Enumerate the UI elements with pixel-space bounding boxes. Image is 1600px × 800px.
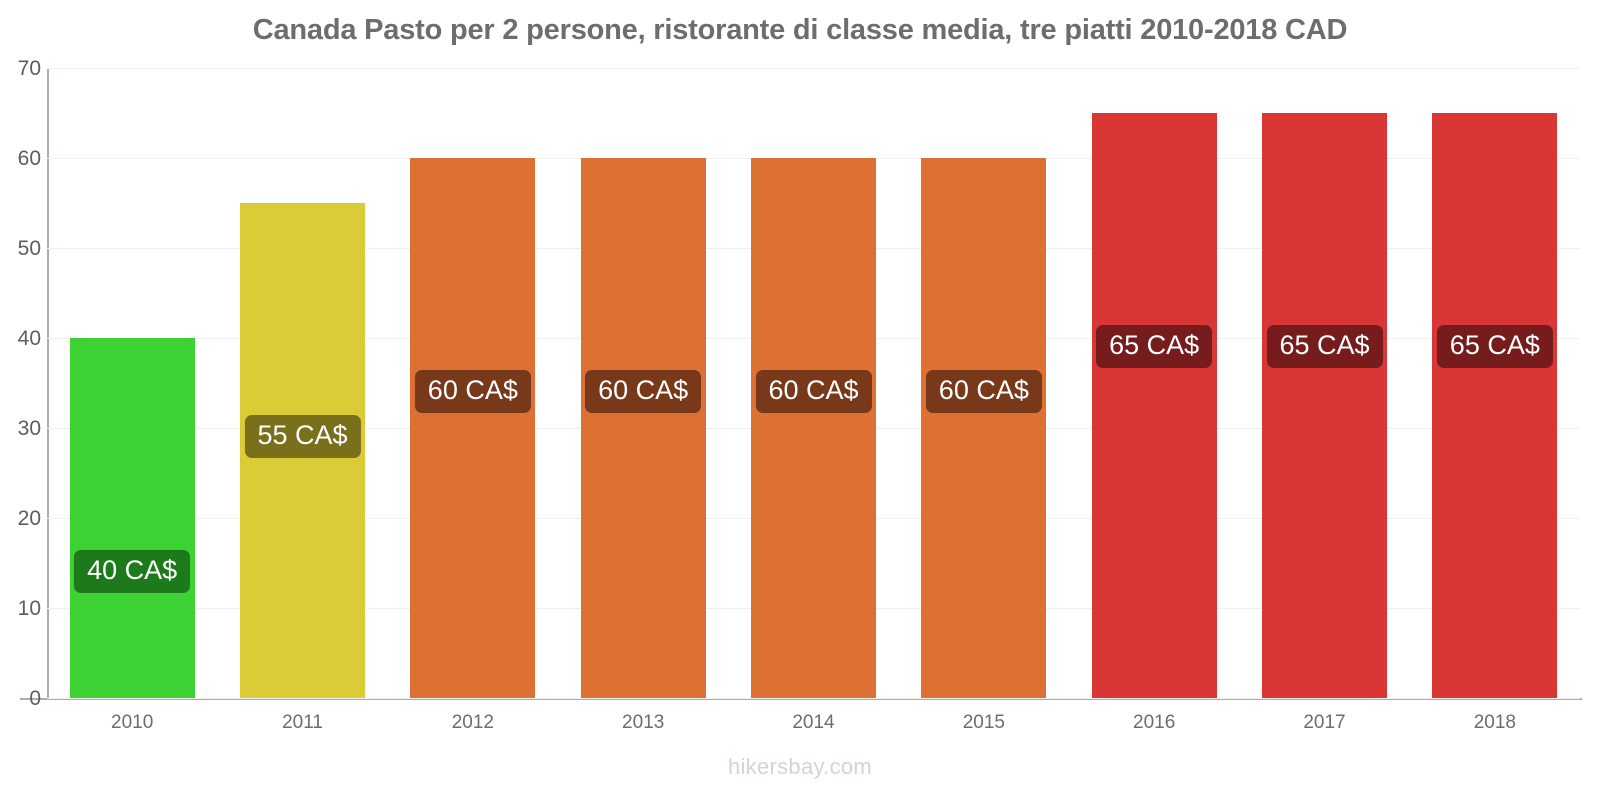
bar-2016[interactable]: 65 CA$	[1091, 113, 1217, 698]
x-tick-label-2013: 2013	[622, 712, 665, 733]
y-tick-label: 70	[17, 57, 41, 80]
y-tick-label: 10	[17, 597, 41, 620]
y-axis-ticks: 0 10 20 30 40 50 60 70	[0, 0, 41, 800]
y-axis-line	[47, 68, 49, 700]
bar-value-label: 60 CA$	[925, 370, 1042, 413]
bar-value-label: 65 CA$	[1436, 325, 1553, 368]
x-tick-label-2018: 2018	[1473, 712, 1516, 733]
x-tick-label-2017: 2017	[1303, 712, 1346, 733]
bar-value-label: 40 CA$	[74, 550, 191, 593]
bar-value-label: 60 CA$	[585, 370, 702, 413]
x-tick-label-2012: 2012	[451, 712, 494, 733]
chart-title: Canada Pasto per 2 persone, ristorante d…	[252, 14, 1348, 46]
bar-2013[interactable]: 60 CA$	[580, 158, 706, 698]
bar-value-label: 65 CA$	[1266, 325, 1383, 368]
bar-2014[interactable]: 60 CA$	[751, 158, 876, 698]
x-tick-label-2016: 2016	[1133, 712, 1176, 733]
y-tick-label: 50	[17, 237, 41, 260]
bar-2010[interactable]: 40 CA$	[69, 338, 195, 698]
bar-value-label: 65 CA$	[1096, 325, 1213, 368]
bar-value-label: 60 CA$	[755, 370, 872, 413]
bar-2017[interactable]: 65 CA$	[1262, 113, 1387, 698]
y-tick-label: 30	[17, 417, 41, 440]
grid-line	[47, 698, 1580, 699]
bar-2018[interactable]: 65 CA$	[1432, 113, 1558, 698]
y-tick-label: 0	[29, 687, 41, 710]
x-tick-label-2014: 2014	[792, 712, 835, 733]
bar-2012[interactable]: 60 CA$	[410, 158, 536, 698]
bar-value-label: 60 CA$	[414, 370, 531, 413]
bar-value-label: 55 CA$	[244, 415, 361, 458]
x-tick-label-2011: 2011	[282, 712, 323, 733]
bar-2015[interactable]: 60 CA$	[921, 158, 1047, 698]
grid-line	[47, 68, 1580, 69]
x-axis-line	[20, 698, 1582, 700]
bar-2011[interactable]: 55 CA$	[240, 203, 365, 698]
watermark-label: hikersbay.com	[727, 754, 873, 779]
y-tick-label: 20	[17, 507, 41, 530]
y-tick-label: 60	[17, 147, 41, 170]
x-tick-label-2015: 2015	[962, 712, 1005, 733]
y-tick-label: 40	[17, 327, 41, 350]
plot-area: 40 CA$ 55 CA$ 60 CA$ 60 CA$ 60 CA$ 60 CA$ 65 C…	[47, 68, 1580, 699]
x-tick-label-2010: 2010	[111, 712, 154, 733]
